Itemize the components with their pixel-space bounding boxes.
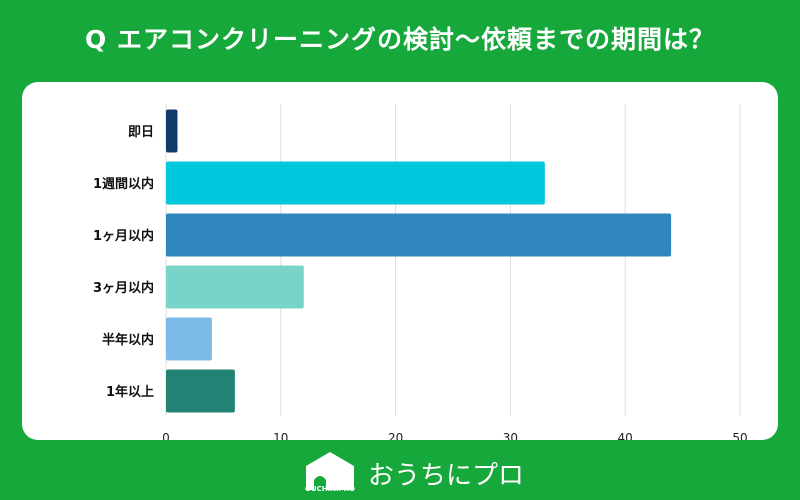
x-tick-label: 50 (732, 431, 747, 440)
category-label: 1年以上 (106, 384, 154, 400)
bar-2 (166, 213, 672, 257)
house-logo-icon: OUCHINiPRO (304, 450, 356, 496)
category-label: 半年以内 (102, 332, 154, 348)
bar-1 (166, 161, 545, 205)
x-tick-label: 0 (162, 431, 170, 440)
x-tick-label: 10 (273, 431, 288, 440)
chart-card: 0 10 20 30 40 50 即日 1週間以内 1ヶ月以内 3ヶ月以内半年以内 1年以上 (22, 82, 778, 440)
category-label: 即日 (128, 125, 154, 140)
category-label: 1ヶ月以内 (93, 228, 154, 244)
x-tick-label: 20 (388, 431, 403, 440)
category-label: 1週間以内 (93, 176, 154, 192)
x-tick-label: 40 (618, 431, 633, 440)
bar-3 (166, 265, 304, 309)
footer-brand: OUCHINiPRO おうちにプロ (304, 450, 524, 496)
chart-title: Q エアコンクリーニングの検討〜依頼までの期間は？ (85, 25, 715, 54)
brand-name: おうちにプロ (368, 460, 525, 491)
bar-0 (166, 109, 178, 153)
bar-4 (166, 317, 212, 361)
category-label: 3ヶ月以内 (93, 280, 154, 296)
bar-5 (166, 369, 235, 413)
logo-text: OUCHINiPRO (305, 485, 355, 493)
x-tick-label: 30 (503, 431, 518, 440)
